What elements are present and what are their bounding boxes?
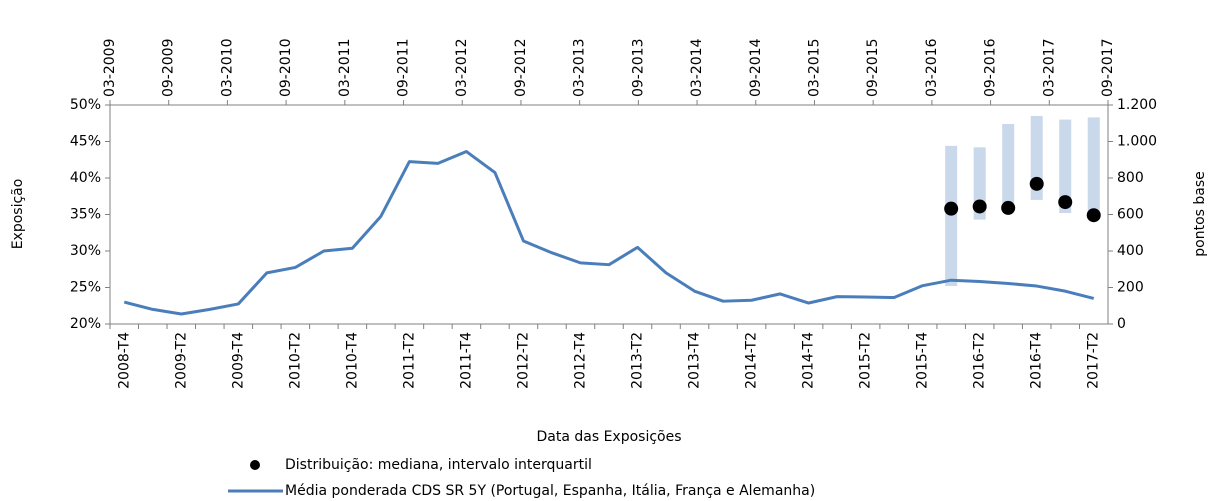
y2-tick-label: 0 bbox=[1117, 316, 1126, 332]
y2-tick-label: 1.000 bbox=[1117, 134, 1157, 150]
x2-tick-label: 09-2017 bbox=[1100, 39, 1116, 98]
y-tick-label: 40% bbox=[70, 170, 101, 186]
x-tick-label: 2011-T2 bbox=[401, 332, 417, 389]
x2-tick-label: 03-2017 bbox=[1041, 39, 1057, 98]
y-tick-label: 35% bbox=[70, 207, 101, 223]
x-tick-label: 2008-T4 bbox=[116, 332, 132, 389]
x2-tick-label: 09-2016 bbox=[983, 38, 999, 97]
x2-tick-label: 09-2010 bbox=[278, 39, 294, 98]
x2-tick-label: 03-2012 bbox=[454, 39, 470, 98]
y-tick-label: 25% bbox=[70, 280, 101, 296]
x2-tick-label: 09-2011 bbox=[396, 39, 412, 98]
x-tick-label: 2010-T2 bbox=[287, 332, 303, 389]
legend-label: Média ponderada CDS SR 5Y (Portugal, Esp… bbox=[285, 483, 815, 499]
legend-label: Distribuição: mediana, intervalo interqu… bbox=[285, 457, 592, 473]
legend-dot bbox=[250, 460, 260, 470]
y-tick-label: 30% bbox=[70, 243, 101, 259]
median-dot bbox=[944, 201, 959, 216]
cds-line bbox=[123, 150, 1095, 316]
y2-tick-label: 600 bbox=[1117, 207, 1144, 223]
iqr-bar bbox=[1002, 123, 1015, 212]
x-tick-label: 2015-T2 bbox=[858, 332, 874, 389]
x2-tick-label: 03-2009 bbox=[102, 39, 118, 98]
x2-tick-label: 03-2011 bbox=[337, 39, 353, 98]
x-tick-label: 2016-T2 bbox=[972, 332, 988, 389]
x-axis-label: Data das Exposições bbox=[536, 429, 681, 445]
x2-tick-label: 03-2014 bbox=[689, 38, 705, 97]
y-tick-label: 45% bbox=[70, 134, 101, 150]
x-tick-label: 2010-T4 bbox=[344, 332, 360, 389]
x2-tick-label: 03-2016 bbox=[924, 38, 940, 97]
median-dot bbox=[1058, 195, 1073, 210]
x2-tick-label: 03-2010 bbox=[219, 39, 235, 97]
x2-tick-label: 09-2009 bbox=[161, 39, 177, 98]
y2-tick-label: 400 bbox=[1117, 243, 1144, 259]
x2-tick-label: 09-2014 bbox=[748, 38, 764, 97]
y2-tick-label: 1.200 bbox=[1117, 97, 1157, 113]
median-dot bbox=[1086, 208, 1101, 223]
median-dot bbox=[1001, 200, 1016, 215]
median-dot bbox=[972, 199, 987, 214]
plot-frame bbox=[109, 104, 1109, 325]
y2-tick-label: 800 bbox=[1117, 170, 1144, 186]
x2-tick-label: 09-2013 bbox=[630, 39, 646, 98]
y-tick-label: 50% bbox=[70, 97, 101, 113]
x2-tick-label: 03-2015 bbox=[806, 39, 822, 98]
x-tick-label: 2009-T2 bbox=[173, 332, 189, 389]
iqr-bar bbox=[945, 145, 958, 287]
y-tick-label: 20% bbox=[70, 316, 101, 332]
x-tick-label: 2009-T4 bbox=[230, 332, 246, 389]
iqr-bar bbox=[1059, 119, 1072, 214]
x-tick-label: 2014-T4 bbox=[801, 332, 817, 389]
y-axis-label: Exposição bbox=[10, 179, 26, 250]
x-tick-label: 2012-T4 bbox=[572, 332, 588, 389]
x-tick-label: 2015-T4 bbox=[915, 332, 931, 389]
x-tick-label: 2014-T2 bbox=[744, 332, 760, 389]
y2-tick-label: 200 bbox=[1117, 280, 1144, 296]
x2-tick-label: 09-2015 bbox=[865, 39, 881, 98]
x-tick-label: 2012-T2 bbox=[515, 332, 531, 389]
x2-tick-label: 09-2012 bbox=[513, 39, 529, 98]
x-tick-label: 2017-T2 bbox=[1086, 332, 1102, 389]
x-tick-label: 2016-T4 bbox=[1029, 332, 1045, 389]
iqr-bar bbox=[1087, 117, 1100, 215]
median-dot bbox=[1029, 176, 1044, 191]
x2-tick-label: 03-2013 bbox=[572, 39, 588, 98]
x-tick-label: 2011-T4 bbox=[458, 332, 474, 389]
x-tick-label: 2013-T4 bbox=[687, 332, 703, 389]
y2-axis-label: pontos base bbox=[1192, 171, 1208, 257]
x-tick-label: 2013-T2 bbox=[630, 332, 646, 389]
